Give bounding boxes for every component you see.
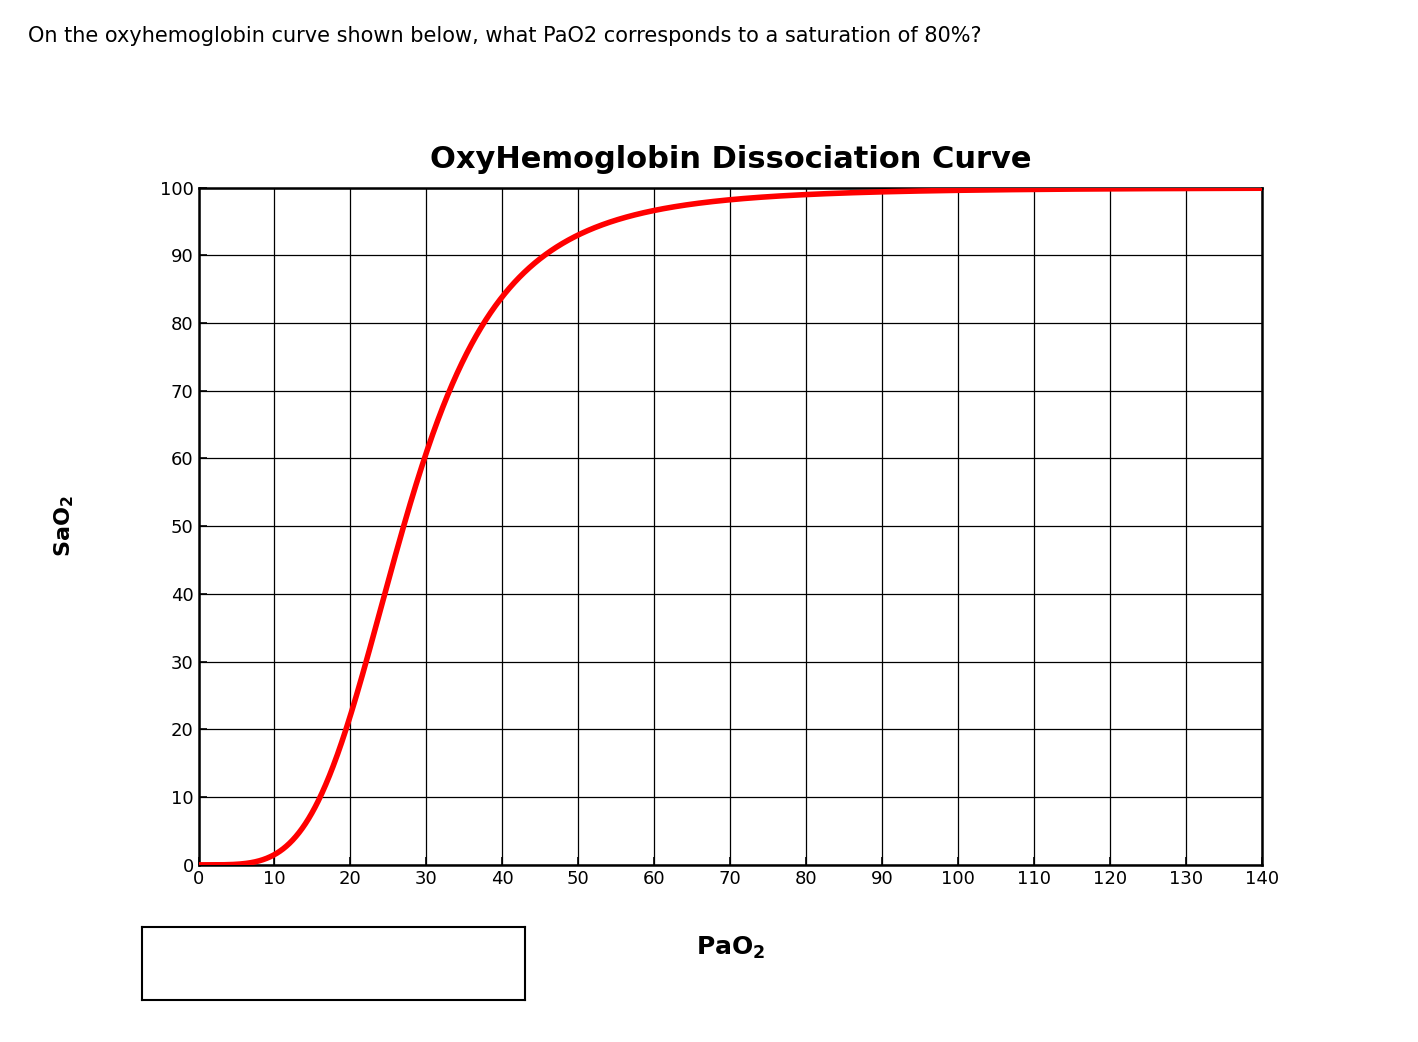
Text: $\mathbf{PaO_2}$: $\mathbf{PaO_2}$ bbox=[696, 935, 764, 962]
Title: OxyHemoglobin Dissociation Curve: OxyHemoglobin Dissociation Curve bbox=[430, 145, 1031, 174]
Text: $\mathbf{SaO_2}$: $\mathbf{SaO_2}$ bbox=[52, 495, 75, 557]
Text: On the oxyhemoglobin curve shown below, what PaO2 corresponds to a saturation of: On the oxyhemoglobin curve shown below, … bbox=[28, 26, 983, 46]
